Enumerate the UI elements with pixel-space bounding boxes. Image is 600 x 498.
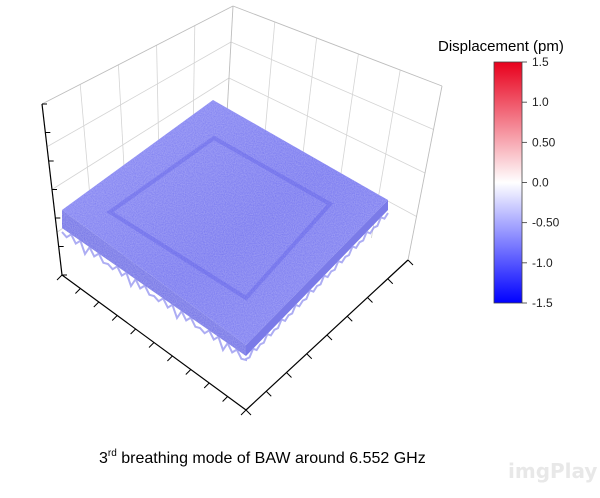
plot-axes (41, 103, 414, 416)
x-axis-tick (203, 382, 210, 389)
grid-line (51, 77, 230, 190)
colorbar-gradient (493, 61, 523, 304)
box-edge (41, 5, 234, 105)
x-axis-tick (148, 342, 155, 348)
colorbar-tick-label: -1.5 (532, 296, 553, 310)
colorbar-title: Displacement (pm) (438, 38, 564, 55)
x-axis-tick (167, 355, 173, 362)
y-axis-tick (245, 409, 252, 416)
caption-prefix: 3 (99, 450, 108, 467)
surface-mode-ring (106, 135, 334, 301)
x-axis-tick (75, 288, 81, 294)
y-axis-tick (367, 297, 373, 303)
colorbar-ticks: 1.5 1.0 0.50 0.0 -0.50 -1.0 -1.5 (522, 55, 560, 310)
colorbar-tick-label: -0.50 (532, 216, 560, 230)
colorbar-tick-label: 0.0 (532, 176, 549, 190)
y-axis-tick (326, 334, 333, 341)
x-axis-tick (222, 396, 228, 402)
box-edge (407, 85, 443, 261)
surface-texture (62, 100, 388, 356)
x-axis-tick (185, 369, 192, 375)
y-axis-tick (387, 278, 394, 285)
y-axis-tick (407, 259, 414, 266)
grid-line (46, 41, 232, 148)
y-axis-tick (306, 353, 313, 360)
grid-line (228, 77, 426, 174)
caption-superscript: rd (108, 448, 117, 459)
box-edge (232, 5, 443, 87)
y-axis-tick (286, 372, 292, 378)
x-axis-tick (56, 274, 63, 281)
surface-front-right-side (246, 200, 388, 356)
x-axis-tick (130, 328, 136, 335)
y-axis-tick (265, 390, 272, 397)
x-axis-tick (240, 409, 247, 416)
grid-line (230, 41, 434, 130)
surface-edge-noise (61, 212, 389, 362)
displacement-surface (61, 100, 389, 362)
x-axis-tick (111, 315, 118, 321)
colorbar: Displacement (pm) 1.5 1.0 0.50 0.0 -0.50 -1.0… (438, 38, 564, 310)
x-axis-tick (93, 301, 100, 308)
y-axis-tick (346, 315, 353, 322)
colorbar-tick-label: 0.50 (532, 135, 556, 149)
colorbar-tick-label: 1.0 (532, 95, 549, 109)
colorbar-tick-label: -1.0 (532, 256, 553, 270)
watermark-logo: imgPlay (508, 459, 597, 483)
chart-caption: 3rd breathing mode of BAW around 6.552 G… (99, 448, 426, 467)
colorbar-tick-label: 1.5 (532, 55, 549, 69)
caption-suffix: breathing mode of BAW around 6.552 GHz (117, 450, 426, 467)
